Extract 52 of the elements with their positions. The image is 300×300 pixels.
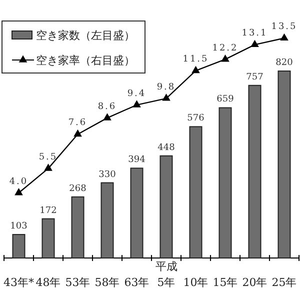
x-tick-label: 63年 — [124, 276, 150, 289]
x-tick-label: 48年 — [36, 276, 61, 289]
bar — [160, 155, 173, 258]
point — [74, 129, 82, 137]
data-label: 9.8 — [156, 82, 176, 92]
data-label: 394 — [128, 155, 146, 166]
point — [14, 188, 23, 196]
point — [280, 33, 288, 41]
data-label: 8.6 — [98, 102, 117, 112]
data-label: 5.5 — [38, 152, 58, 162]
point — [221, 54, 230, 62]
x-tick-label: 15年 — [212, 276, 238, 289]
legend-label: 空き家率（右目盛） — [36, 54, 135, 67]
bar — [248, 84, 262, 258]
x-tick-label: 25年 — [272, 276, 297, 289]
x-tick-label: 20年 — [242, 276, 268, 289]
data-label: 820 — [276, 58, 294, 68]
data-label: 13.5 — [271, 22, 298, 32]
data-label: 11.5 — [182, 54, 209, 65]
data-label: 103 — [10, 222, 28, 232]
x-tick-label: 平成 5年 — [155, 260, 178, 289]
x-tick-label: 10年 — [183, 276, 208, 289]
data-label: 268 — [69, 184, 87, 194]
bar — [12, 234, 26, 258]
data-label: 172 — [40, 206, 57, 216]
x-tick-label: 43年* — [4, 276, 34, 289]
point — [250, 40, 259, 48]
bar — [42, 218, 55, 258]
point — [103, 113, 112, 120]
data-label: 576 — [187, 114, 205, 124]
point — [132, 100, 141, 108]
bar — [100, 182, 114, 258]
data-label: 9.4 — [127, 88, 146, 99]
x-tick-label: 53年 — [65, 276, 90, 289]
point — [44, 164, 52, 171]
bar — [278, 70, 291, 258]
data-label: 13.1 — [242, 28, 268, 39]
data-label: 757 — [246, 72, 264, 82]
bar — [71, 196, 84, 258]
data-label: 12.2 — [212, 43, 238, 54]
point — [162, 94, 170, 101]
legend-label: 空き家数（左目盛） — [36, 29, 135, 42]
data-label: 659 — [216, 94, 234, 105]
bar — [189, 126, 202, 258]
data-label: 7.6 — [68, 118, 88, 128]
bar — [218, 107, 232, 258]
data-label: 330 — [98, 170, 116, 180]
data-label: 448 — [158, 142, 176, 153]
point — [192, 66, 200, 74]
data-label: 4.0 — [9, 176, 28, 187]
bar — [130, 168, 144, 258]
x-tick-label: 58年 — [94, 276, 120, 289]
